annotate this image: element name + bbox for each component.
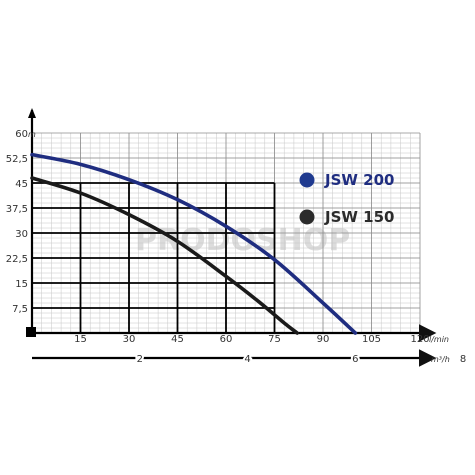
watermark: PRODOSHOP: [135, 223, 350, 258]
x-axis-unit: l/min: [429, 335, 449, 344]
series-line-jsw-200: [30, 152, 358, 335]
y-tick-label: 7,5: [12, 304, 28, 315]
x-tick-label: 15: [74, 334, 87, 345]
secondary-x-tick-label: 6: [352, 354, 358, 365]
legend-label: JSW 200: [324, 171, 394, 189]
x-tick-label: 30: [123, 334, 136, 345]
secondary-x-axis-unit: m³/h: [431, 355, 450, 364]
y-axis-unit: m: [28, 130, 36, 139]
legend-label: JSW 150: [324, 208, 394, 226]
legend-marker: [299, 209, 315, 225]
x-tick-label: 60: [220, 334, 233, 345]
x-tick-label: 105: [362, 334, 381, 345]
x-tick-label: 75: [268, 334, 281, 345]
x-tick-label: 120: [410, 334, 429, 345]
origin-marker: [26, 327, 36, 337]
secondary-x-tick-label: 8: [460, 354, 466, 365]
y-axis-arrow: [28, 108, 36, 118]
y-tick-label: 22,5: [6, 254, 28, 265]
legend: JSW 200 JSW 150: [299, 171, 394, 226]
series-line-jsw-150: [30, 176, 299, 335]
series: [30, 152, 358, 335]
secondary-x-tick-label: 2: [137, 354, 143, 365]
y-tick-label: 15: [15, 279, 28, 290]
y-tick-label: 45: [15, 179, 28, 190]
y-tick-label: 52,5: [6, 154, 28, 165]
axes: [26, 108, 437, 367]
y-tick-label: 60: [15, 129, 28, 140]
y-tick-label: 37,5: [6, 204, 28, 215]
grid: [31, 132, 421, 333]
secondary-x-tick-label: 4: [244, 354, 250, 365]
y-tick-label: 30: [15, 229, 28, 240]
legend-marker: [299, 172, 315, 188]
x-tick-label: 45: [171, 334, 184, 345]
x-tick-label: 90: [317, 334, 330, 345]
